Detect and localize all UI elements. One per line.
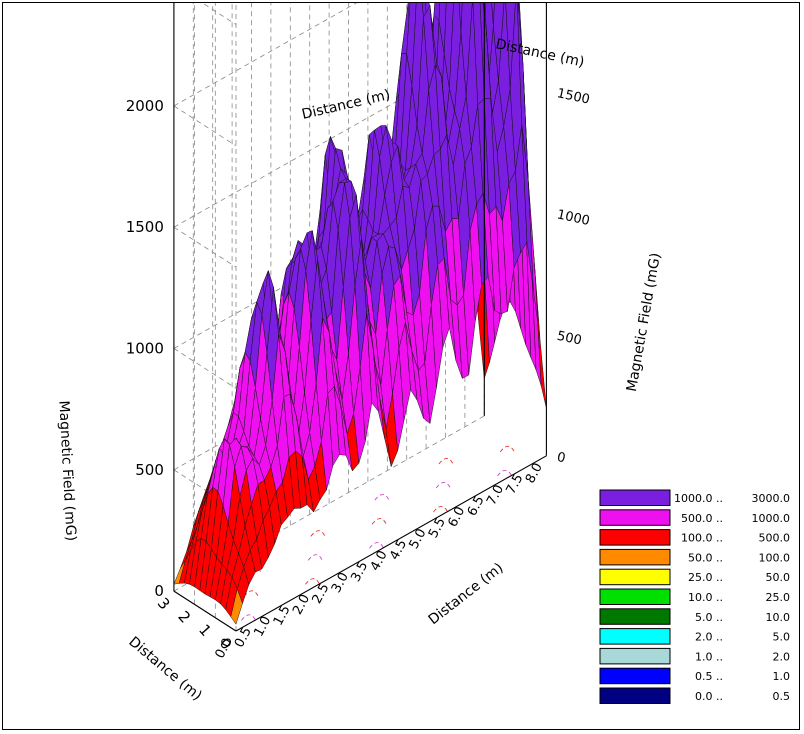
grid-line-z-side xyxy=(173,226,237,268)
floor-contour xyxy=(438,457,454,465)
legend-label-high: 0.5 xyxy=(773,690,791,703)
legend-swatch xyxy=(599,588,671,605)
legend-swatch xyxy=(599,647,671,665)
grid-line-z-side xyxy=(173,348,237,389)
legend-label-high: 3000.0 xyxy=(752,492,791,505)
y-tick-label-bottom: 1 xyxy=(195,621,215,640)
surface-patch xyxy=(433,3,441,22)
grid-line-z-side xyxy=(173,469,237,511)
legend-label-high: 100.0 xyxy=(759,551,791,564)
legend-swatch xyxy=(599,608,671,625)
z-tick-label-left: 1500 xyxy=(126,218,164,236)
z-axis-title-right: Magnetic Field (mG) xyxy=(624,252,664,393)
x-tick-label-bottom: 5.5 xyxy=(426,515,449,540)
floor-contour xyxy=(369,542,384,549)
x-tick-label-bottom: 3.0 xyxy=(329,570,352,595)
legend-swatch xyxy=(599,667,671,685)
y-axis-line-bottom xyxy=(173,590,237,632)
x-tick-label-bottom: 4.5 xyxy=(387,537,410,562)
x-tick-label-bottom: 8.0 xyxy=(523,461,546,486)
surface-patch xyxy=(443,3,454,89)
x-tick-label-bottom: 7.0 xyxy=(484,483,507,508)
x-tick-label-bottom: 1.0 xyxy=(251,614,274,639)
z-tick-label-right: 1500 xyxy=(556,86,591,108)
legend-swatch xyxy=(599,529,671,546)
legend-label-high: 50.0 xyxy=(766,571,791,584)
floor-contour xyxy=(241,614,256,621)
x-tick-label-bottom: 2.0 xyxy=(290,592,313,617)
grid-line-z-side xyxy=(173,105,237,147)
legend-label-low: 10.0 .. xyxy=(688,591,723,604)
legend-label-low: 5.0 .. xyxy=(695,611,723,624)
axes xyxy=(173,3,547,632)
legend-swatch xyxy=(599,489,671,506)
x-tick-label-bottom: 5.0 xyxy=(407,526,430,551)
legend-label-high: 1.0 xyxy=(773,670,791,683)
legend-label-low: 25.0 .. xyxy=(688,571,723,584)
surface-patch xyxy=(458,3,463,33)
legend-label-high: 5.0 xyxy=(773,631,791,644)
floor-contour xyxy=(497,469,512,477)
y-tick-label-bottom: 2 xyxy=(174,607,194,626)
legend-label-low: 0.5 .. xyxy=(695,670,723,683)
floor-contour xyxy=(374,494,390,501)
z-tick-label-left: 0 xyxy=(154,582,164,600)
surface-patch xyxy=(534,268,547,409)
z-tick-label-right: 500 xyxy=(556,329,583,349)
y-axis-title-bottom: Distance (m) xyxy=(125,634,204,704)
legend-label-low: 500.0 .. xyxy=(681,512,723,525)
floor-contour xyxy=(499,445,515,453)
z-axis-title-left: Magnetic Field (mG) xyxy=(55,400,78,541)
z-tick-label-left: 1000 xyxy=(126,340,164,358)
legend-label-high: 10.0 xyxy=(766,611,791,624)
legend-label-low: 2.0 .. xyxy=(695,631,723,644)
legend-label-low: 1000.0 .. xyxy=(674,492,723,505)
legend-label-high: 2.0 xyxy=(773,650,791,663)
floor-contour xyxy=(305,578,320,585)
floor-contour xyxy=(433,505,448,513)
surface-chart: 0.00.00.50.51.01.01.51.52.02.02.52.53.03… xyxy=(55,3,791,704)
legend-label-high: 1000.0 xyxy=(752,512,791,525)
x-tick-label-bottom: 0.5 xyxy=(232,625,255,650)
legend: 1000.0 .. 3000.0 500.0 .. 1000.0 100.0 .. 500… xyxy=(599,489,791,704)
z-tick-label-right: 0 xyxy=(556,450,567,466)
legend-swatch xyxy=(599,687,671,704)
z-tick-label-right: 1000 xyxy=(556,207,591,229)
x-axis-line-bottom xyxy=(235,455,547,632)
x-axis-title-bottom: Distance (m) xyxy=(426,560,507,628)
z-tick-label-left: 500 xyxy=(135,461,164,479)
legend-swatch xyxy=(599,568,671,586)
x-tick-label-bottom: 2.5 xyxy=(310,581,333,606)
x-tick-label-bottom: 6.5 xyxy=(465,493,488,518)
floor-contour xyxy=(435,481,451,489)
x-tick-label-bottom: 6.0 xyxy=(445,504,468,529)
z-tick-label-left: 2000 xyxy=(126,97,164,115)
x-tick-label-bottom: 4.0 xyxy=(368,548,391,573)
legend-label-high: 500.0 xyxy=(759,532,791,545)
legend-label-low: 1.0 .. xyxy=(695,650,723,663)
legend-label-high: 25.0 xyxy=(766,591,791,604)
legend-label-low: 50.0 .. xyxy=(688,551,723,564)
legend-swatch xyxy=(599,548,671,566)
surface-patch xyxy=(438,3,447,54)
floor-contour xyxy=(371,518,387,525)
grid-line-z-side xyxy=(201,3,237,25)
x-axis-title-top: Distance (m) xyxy=(300,87,392,123)
x-tick-label-bottom: 7.5 xyxy=(504,472,527,497)
legend-swatch xyxy=(599,628,671,645)
legend-label-low: 0.0 .. xyxy=(695,690,723,703)
legend-label-low: 100.0 .. xyxy=(681,532,723,545)
x-tick-label-bottom: 1.5 xyxy=(271,603,294,628)
floor-contour xyxy=(307,554,323,561)
grid-line-z xyxy=(173,415,485,592)
x-tick-label-bottom: 3.5 xyxy=(348,559,371,584)
legend-swatch xyxy=(599,509,671,526)
surface-mesh xyxy=(173,3,547,625)
surface-patch xyxy=(491,3,495,27)
floor-contour xyxy=(310,530,326,537)
